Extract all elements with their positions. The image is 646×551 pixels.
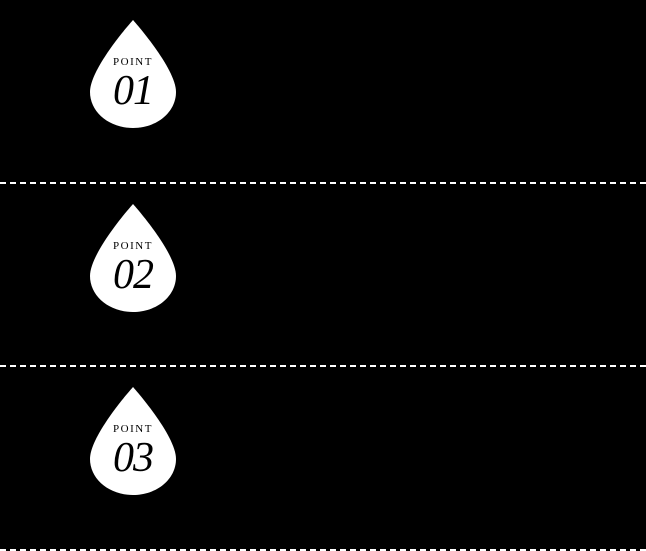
- point-section-1: POINT 01: [0, 0, 646, 184]
- point-number: 02: [90, 254, 176, 296]
- drop-badge-1: POINT 01: [90, 20, 176, 128]
- point-section-3: POINT 03: [0, 367, 646, 551]
- point-number: 03: [90, 437, 176, 479]
- drop-text-1: POINT 01: [90, 56, 176, 112]
- drop-badge-3: POINT 03: [90, 387, 176, 495]
- drop-text-3: POINT 03: [90, 423, 176, 479]
- point-label: POINT: [90, 240, 176, 252]
- point-section-2: POINT 02: [0, 184, 646, 368]
- drop-badge-2: POINT 02: [90, 204, 176, 312]
- point-label: POINT: [90, 423, 176, 435]
- drop-text-2: POINT 02: [90, 240, 176, 296]
- point-label: POINT: [90, 56, 176, 68]
- point-number: 01: [90, 70, 176, 112]
